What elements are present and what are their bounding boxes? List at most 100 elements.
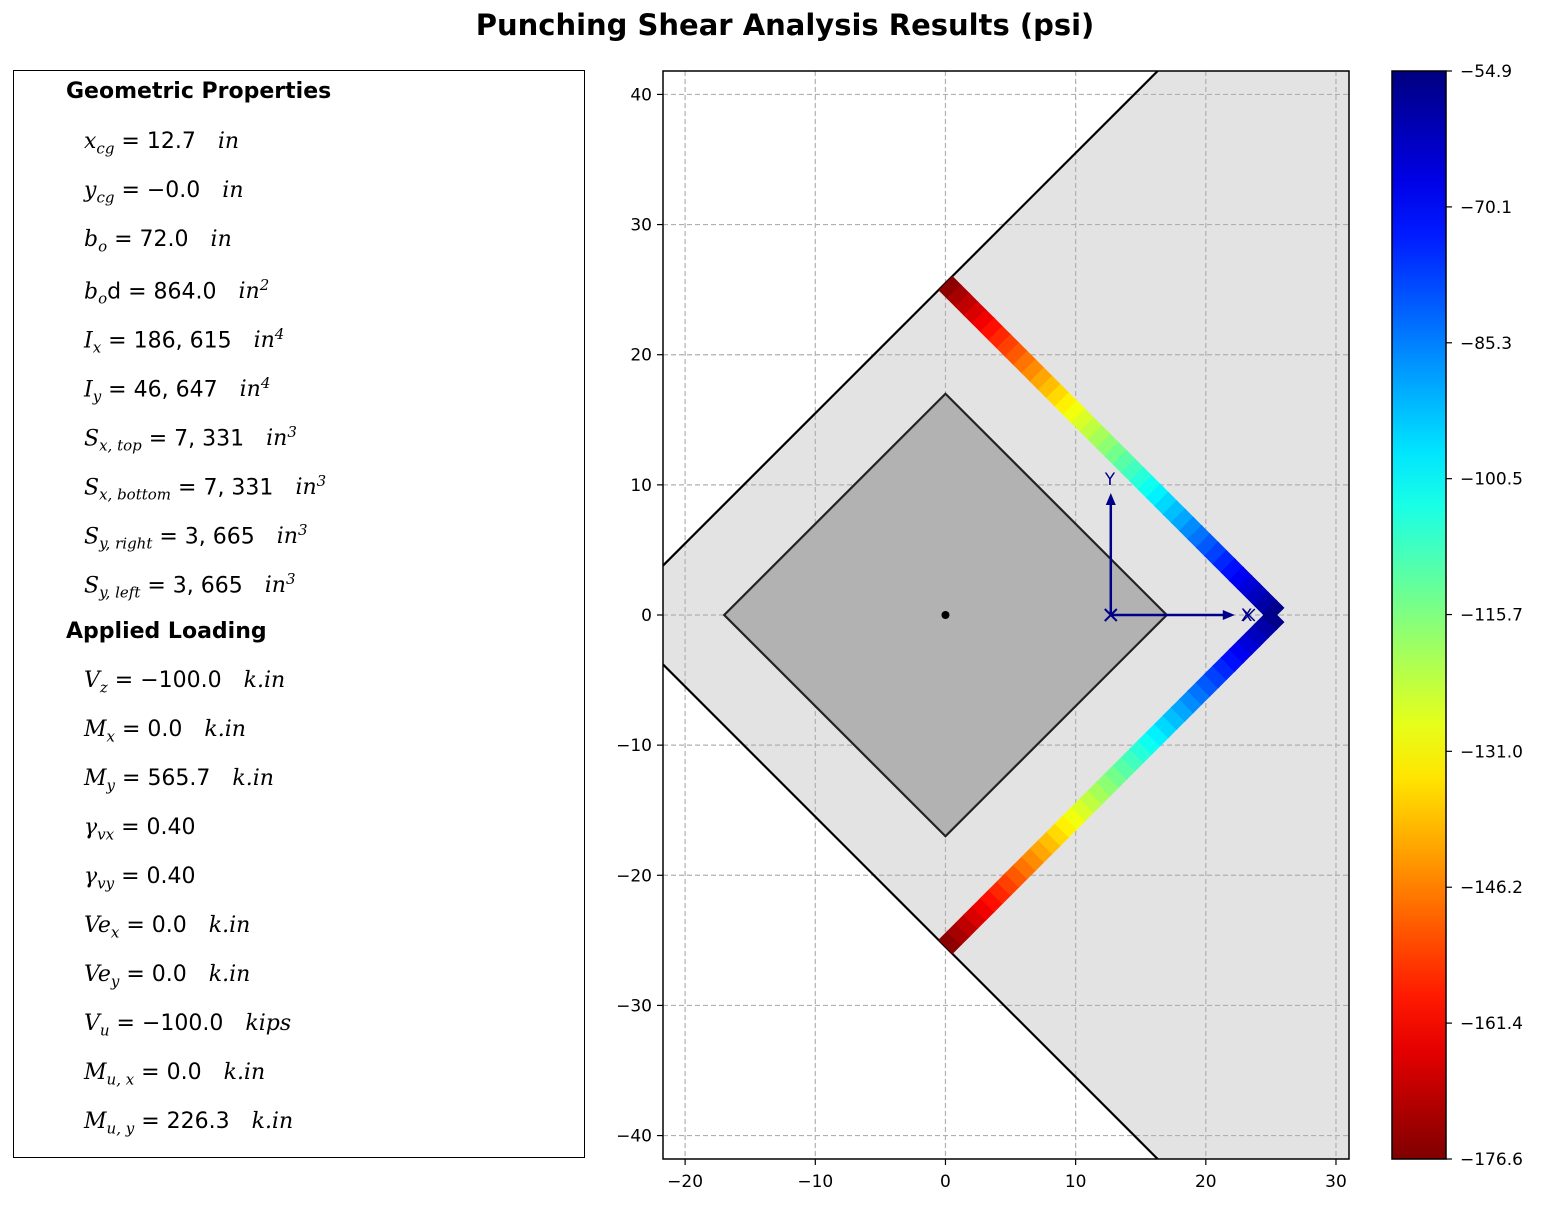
- property-unit-exponent: 2: [259, 276, 270, 294]
- geometric-property-3: bod = 864.0 in2: [84, 276, 269, 308]
- critical-section-upper-segment: [1104, 441, 1129, 466]
- y-tick-label: −40: [616, 1127, 652, 1147]
- critical-section-lower-segment: [1096, 772, 1120, 797]
- critical-section-lower-segment: [1046, 822, 1070, 847]
- property-value: −100.0: [141, 1011, 224, 1036]
- property-unit: in: [210, 227, 232, 252]
- property-value: 12.7: [146, 129, 196, 154]
- property-equals: d =: [107, 279, 154, 305]
- property-subscript: z: [99, 678, 108, 697]
- property-value: 186, 615: [133, 328, 232, 354]
- property-unit-exponent: 3: [287, 423, 297, 441]
- property-value: 0.0: [147, 717, 183, 742]
- y-tick-label: −10: [616, 736, 652, 756]
- critical-section-upper-segment: [1054, 392, 1079, 416]
- y-tick-label: 10: [630, 476, 652, 496]
- critical-section-upper-segment: [1029, 367, 1054, 392]
- critical-section-upper-segment: [1021, 359, 1046, 383]
- critical-section-upper-segment: [1212, 549, 1236, 574]
- property-value: 0.40: [146, 815, 196, 840]
- critical-section-lower-segment: [938, 930, 963, 954]
- centroid-x-label: X: [1241, 606, 1253, 626]
- critical-section-lower-segment: [1212, 656, 1236, 681]
- critical-section-upper-segment: [1228, 566, 1253, 591]
- property-value: 3, 665: [184, 524, 255, 550]
- critical-section-lower-segment: [1179, 689, 1203, 714]
- y-tick-label: 40: [630, 85, 652, 105]
- loading-property-6: Vey = 0.0 k.in: [84, 962, 250, 990]
- colorbar-ticks: −54.9 −70.1 −85.3 −100.5 −115.7 −131.0 −146.2 −…: [1446, 62, 1523, 1170]
- property-equals: =: [107, 668, 141, 693]
- critical-section-upper-segment: [1187, 524, 1212, 549]
- colorbar-tick-label: −146.2: [1460, 878, 1523, 898]
- property-value: 72.0: [139, 227, 189, 252]
- critical-section-lower-segment: [1004, 863, 1029, 888]
- x-tick-label: 20: [1195, 1172, 1217, 1192]
- property-unit-exponent: 4: [260, 374, 271, 392]
- critical-section-upper-segment: [1112, 450, 1137, 474]
- colorbar-tick-label: −176.6: [1460, 1150, 1523, 1170]
- property-value: −100.0: [140, 668, 222, 693]
- property-symbol: γ: [84, 815, 98, 840]
- critical-section-lower-segment: [954, 913, 979, 938]
- x-tick-label: 0: [940, 1172, 951, 1192]
- loading-property-4: γvy = 0.40: [84, 864, 196, 892]
- critical-section-lower-segment: [1104, 764, 1129, 789]
- critical-section-lower-segment: [1137, 731, 1162, 755]
- critical-section-lower-segment: [1029, 838, 1054, 863]
- property-unit: k.in: [204, 717, 246, 742]
- centroid-x-marker: [1242, 608, 1256, 622]
- critical-section-lower-segment: [1087, 780, 1112, 805]
- property-value: 3, 665: [172, 573, 243, 599]
- property-unit-exponent: 4: [274, 325, 285, 343]
- property-symbol: S: [84, 426, 100, 452]
- critical-section-upper-segment: [1237, 574, 1261, 599]
- colorbar-tick-label: −70.1: [1460, 198, 1512, 218]
- centroid-y-label: Y: [1104, 470, 1116, 490]
- critical-section-lower-segment: [1162, 706, 1187, 730]
- centroid-x-arrowhead: [1222, 610, 1235, 620]
- property-equals: =: [115, 766, 148, 791]
- critical-section-upper-segment: [1245, 583, 1270, 607]
- property-value: 7, 331: [203, 475, 274, 501]
- property-unit: kips: [245, 1011, 292, 1036]
- critical-section-upper-segment: [1129, 466, 1153, 491]
- y-tick-label: −20: [616, 866, 652, 886]
- critical-section-upper-segment: [938, 276, 963, 300]
- y-tick-label: −30: [616, 996, 652, 1016]
- property-unit: in: [222, 178, 244, 203]
- axis-ticks: −20 −10 0 10 20 30 −40 −30 −20 −10 0 10 20 30 40: [616, 85, 1347, 1192]
- geometric-property-8: Sy, right = 3, 665 in3: [84, 521, 308, 553]
- critical-section-upper-segment: [1195, 533, 1220, 557]
- critical-section-upper-segment: [1079, 417, 1104, 441]
- property-value: 0.0: [166, 1060, 202, 1085]
- property-equals: =: [119, 913, 152, 938]
- critical-section-upper-segment: [954, 292, 979, 317]
- property-equals: =: [101, 328, 134, 354]
- property-unit: in: [266, 426, 288, 452]
- critical-section-lower-segment: [1203, 664, 1228, 689]
- property-equals: =: [141, 426, 175, 452]
- property-unit: k.in: [251, 1109, 294, 1134]
- critical-section-upper-segment: [1145, 483, 1170, 508]
- property-subscript: u: [99, 1021, 110, 1040]
- critical-section-upper-segment: [1071, 408, 1095, 433]
- geometric-property-6: Sx, top = 7, 331 in3: [84, 423, 297, 455]
- critical-section-upper-segment: [1170, 508, 1195, 533]
- property-symbol: x: [84, 129, 97, 154]
- centroid-y-arrowhead: [1105, 493, 1116, 505]
- geometric-property-2: bo = 72.0 in: [84, 227, 232, 255]
- critical-section-lower-segment: [1112, 756, 1137, 780]
- critical-section-upper-segment: [1004, 342, 1029, 367]
- property-unit-exponent: 3: [285, 570, 296, 588]
- property-value: −0.0: [146, 178, 201, 203]
- critical-section-lower-segment: [1262, 607, 1285, 631]
- property-equals: =: [152, 524, 185, 550]
- critical-section-lower-segment: [1120, 747, 1145, 772]
- property-symbol: M: [84, 1060, 107, 1085]
- property-subscript: u, y: [106, 1119, 135, 1138]
- geometric-property-0: xcg = 12.7 in: [84, 129, 239, 157]
- critical-section-lower-segment: [1037, 830, 1062, 855]
- property-equals: =: [114, 815, 147, 840]
